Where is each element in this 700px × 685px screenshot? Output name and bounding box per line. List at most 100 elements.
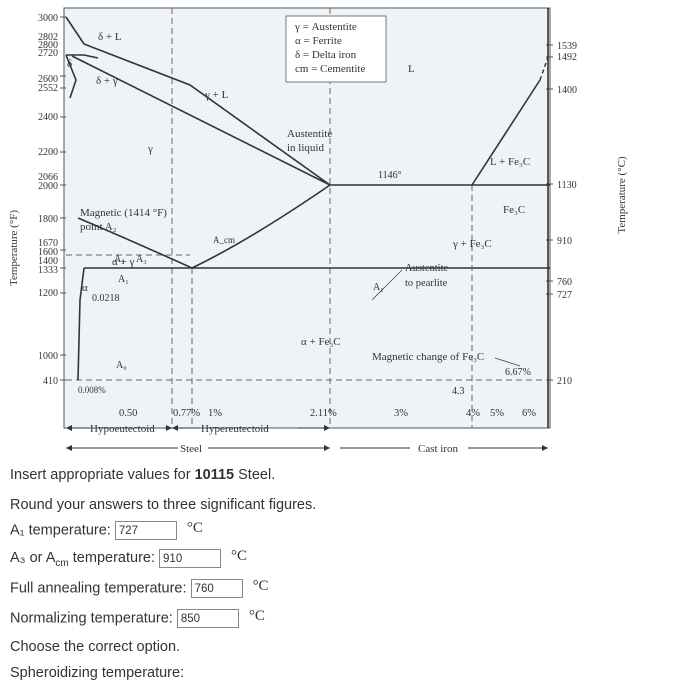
pointer-lines (371, 269, 521, 367)
magnetic-change: Magnetic change of Fe₃C (372, 351, 484, 363)
left-axis-label: Temperature (°F) (8, 210, 20, 286)
c-tick: 1400 (557, 85, 577, 96)
solubility-0218: 0.0218 (92, 293, 120, 304)
intro-prefix: Insert appropriate values for (10, 467, 195, 483)
spheroidizing-label: Spheroidizing temperature: (10, 665, 185, 681)
normalizing-input[interactable]: 850 (176, 609, 239, 628)
austenite-in-liquid-2: in liquid (287, 142, 324, 154)
steel-grade: 10115 (194, 467, 235, 483)
f-tick: 2552 (38, 83, 58, 94)
label-a2: A₂ (114, 254, 125, 265)
range-labels: Hypoeutectoid Hypereutectoid Steel Cast … (90, 423, 459, 455)
range-steel: Steel (180, 443, 202, 455)
austenite-pearlite-2: to pearlite (405, 278, 448, 289)
normalizing-label: Normalizing temperature: (10, 610, 173, 627)
range-cast-iron: Cast iron (418, 443, 459, 455)
range-arrowheads (66, 425, 548, 451)
f-tick: 1670 (38, 238, 58, 249)
phase-delta-l: δ + L (98, 31, 122, 43)
c-tick: 910 (557, 236, 572, 247)
f-tick: 1000 (38, 351, 58, 362)
solubility-0008: 0.008% (78, 385, 106, 395)
pct-077: 0.77% (173, 408, 200, 419)
fahrenheit-ticks: 3000 2802 2800 2720 2600 2552 2400 2200 … (38, 13, 58, 387)
range-hypereutectoid: Hypereutectoid (201, 423, 269, 435)
full-anneal-row: Full annealing temperature: 760 °C (10, 578, 269, 598)
a3-label-post: temperature: (68, 550, 155, 567)
isotherm-dashes (66, 254, 548, 381)
percent-6-67: 6.67% (505, 367, 531, 378)
left-tick-marks (60, 16, 66, 381)
c-tick: 760 (557, 277, 572, 288)
full-anneal-label: Full annealing temperature: (10, 580, 187, 597)
a1-temperature-input[interactable]: 727 (114, 521, 177, 540)
c-tick: 1130 (557, 180, 577, 191)
magnetic-point-1: Magnetic (1414 °F) (80, 207, 167, 219)
eutectic-temperature: 1146° (378, 170, 402, 181)
f-tick: 1400 (38, 256, 58, 267)
intro-suffix: Steel. (234, 467, 276, 483)
iron-carbon-phase-diagram: Temperature (°F) Temperature (°C) 3000 2… (8, 7, 628, 455)
c-tick: 727 (557, 290, 572, 301)
composition-labels: 0.50 0.77% 1% 2.11% 3% 4% 5% 6% (119, 408, 536, 419)
choose-label: Choose the correct option. (10, 639, 181, 655)
full-anneal-input[interactable]: 760 (190, 579, 243, 598)
phase-gamma: γ (147, 143, 153, 155)
pct-5: 5% (490, 408, 504, 419)
full-anneal-unit: °C (252, 578, 269, 595)
label-acm: A_cm (213, 235, 235, 245)
f-tick: 2802 (38, 32, 58, 43)
f-tick: 2600 (38, 74, 58, 85)
round-note: Round your answers to three significant … (10, 497, 317, 513)
phase-delta: δ (67, 58, 72, 70)
label-a0: A₀ (116, 360, 127, 371)
c-tick: 1539 (557, 41, 577, 52)
f-tick: 2200 (38, 147, 58, 158)
f-tick: 1800 (38, 214, 58, 225)
f-tick: 2000 (38, 181, 58, 192)
c-tick: 1492 (557, 52, 577, 63)
a3-label-sub: cm (55, 558, 69, 570)
f-tick: 1333 (38, 265, 58, 276)
a3-temperature-input[interactable]: 910 (159, 549, 222, 568)
pct-050: 0.50 (119, 408, 137, 419)
normalizing-unit: °C (248, 608, 265, 625)
phase-boundaries (65, 8, 550, 428)
austenite-in-liquid-1: Austentite (287, 128, 332, 140)
legend-box (285, 15, 387, 83)
normalizing-row: Normalizing temperature: 850 °C (10, 608, 265, 628)
f-tick: 2800 (38, 40, 58, 51)
phase-alpha: α (82, 282, 88, 294)
a1-row: A₁ temperature: 727 °C (10, 520, 203, 540)
phase-alpha-gamma: α + γ (112, 256, 134, 268)
phase-l: L (408, 63, 415, 75)
pct-6: 6% (522, 408, 536, 419)
pct-3: 3% (394, 408, 408, 419)
right-axis-label: Temperature (°C) (616, 156, 628, 234)
f-tick: 1200 (38, 288, 58, 299)
a1-unit: °C (186, 520, 203, 537)
phase-alpha-fe3c: α + Fe₃C (301, 336, 341, 348)
label-a1-right: A₁ (373, 282, 384, 293)
legend-entry: γ = Austentite (294, 21, 357, 33)
f-tick: 3000 (38, 13, 58, 24)
label-a3: A₃ (136, 254, 147, 265)
phase-gamma-fe3c: γ + Fe₃C (452, 238, 492, 250)
magnetic-point-2: point A₂ (80, 221, 117, 233)
phase-l-fe3c: L + Fe₃C (490, 156, 530, 168)
phase-labels: δ + L δ δ + γ γ + L L γ L + Fe₃C Fe₃C γ … (67, 31, 531, 397)
legend-entry: α = Ferrite (295, 35, 342, 47)
label-a1: A₁ (118, 274, 129, 285)
percent-4-3: 4.3 (452, 386, 465, 397)
pct-4: 4% (466, 408, 480, 419)
phase-gamma-l: γ + L (204, 89, 229, 101)
legend: γ = Austentite α = Ferrite δ = Delta iro… (294, 21, 365, 75)
legend-entry: δ = Delta iron (295, 49, 357, 61)
range-hypoeutectoid: Hypoeutectoid (90, 423, 155, 435)
phase-delta-gamma: δ + γ (96, 75, 118, 87)
f-tick: 2720 (38, 48, 58, 59)
pct-211: 2.11% (310, 408, 337, 419)
intro-line: Insert appropriate values for 10115 Stee… (10, 467, 275, 483)
legend-entry: cm = Cementite (295, 63, 365, 75)
right-tick-marks (546, 44, 553, 381)
